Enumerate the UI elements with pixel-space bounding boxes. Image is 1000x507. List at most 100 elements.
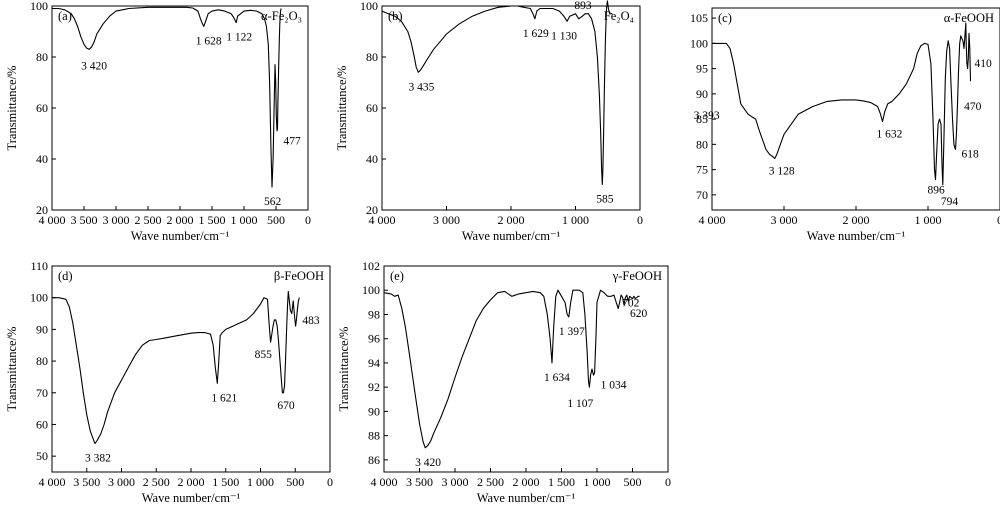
- y-tick-label: 75: [696, 163, 708, 177]
- panel-1: 4 000 3 500 3 000 2 500 2 000 1 500 1 000 500 0 2…: [5, 0, 311, 243]
- peak-label: 585: [596, 194, 614, 206]
- y-tick-label: 80: [696, 137, 708, 151]
- peak-label: 893: [574, 0, 592, 12]
- x-axis-label: Wave number/cm⁻¹: [462, 229, 561, 243]
- x-tick-label: 2 500: [143, 475, 170, 489]
- x-tick-label: 2 000: [513, 475, 540, 489]
- peak-label: 3 420: [415, 457, 441, 469]
- sample-title: α-FeOOH: [944, 11, 994, 25]
- y-tick-label: 98: [368, 307, 380, 321]
- x-tick-label: 2 500: [477, 475, 504, 489]
- x-tick-label: 1 000: [231, 213, 258, 227]
- y-tick-label: 92: [368, 380, 380, 394]
- x-tick-label: 3 000: [771, 213, 798, 227]
- y-tick-label: 88: [368, 429, 380, 443]
- x-tick-label: 2 000: [178, 475, 205, 489]
- y-tick-label: 90: [696, 87, 708, 101]
- peak-label: 618: [962, 148, 980, 160]
- x-tick-label: 4 000: [369, 213, 396, 227]
- x-tick-label: 2 000: [167, 213, 194, 227]
- panel-label: (a): [58, 9, 72, 23]
- spectrum-line: [381, 0, 613, 186]
- x-axis-label: Wave number/cm⁻¹: [807, 229, 906, 243]
- peak-label: 670: [277, 400, 295, 412]
- y-tick-label: 102: [362, 259, 380, 273]
- y-tick-label: 40: [36, 152, 48, 166]
- x-tick-label: 1 500: [199, 213, 226, 227]
- peak-label: 855: [255, 349, 273, 361]
- x-tick-label: 4 000: [39, 213, 66, 227]
- y-tick-label: 70: [696, 188, 708, 202]
- x-tick-label: 0: [637, 213, 643, 227]
- y-tick-label: 20: [36, 203, 48, 217]
- y-tick-label: 20: [366, 203, 378, 217]
- y-tick-label: 50: [36, 449, 48, 463]
- y-axis-label: Transmittance/%: [5, 327, 19, 412]
- peak-label: 3 393: [694, 110, 720, 122]
- panel-label: (e): [390, 269, 404, 283]
- y-tick-label: 85: [696, 112, 708, 126]
- x-tick-label: 2 000: [843, 213, 870, 227]
- x-tick-label: 1 000: [247, 475, 274, 489]
- y-tick-label: 100: [690, 36, 708, 50]
- y-tick-label: 100: [362, 283, 380, 297]
- y-tick-label: 96: [368, 332, 380, 346]
- y-axis-label: Transmittance/%: [335, 66, 349, 151]
- panel-5: 4 000 3 500 3 000 2 500 2 000 1 500 1 000 500 0 8…: [337, 259, 671, 505]
- x-tick-label: 3 000: [108, 475, 135, 489]
- peak-label: 1 628: [196, 35, 222, 47]
- y-tick-label: 60: [36, 101, 48, 115]
- peak-label: 794: [941, 196, 959, 208]
- y-tick-label: 100: [360, 0, 378, 13]
- x-tick-label: 0: [327, 475, 333, 489]
- peak-label: 1 629: [523, 28, 549, 40]
- peak-label: 477: [283, 135, 301, 147]
- x-tick-label: 0: [305, 213, 311, 227]
- panel-label: (c): [718, 11, 732, 25]
- peak-label: 1 632: [876, 129, 902, 141]
- y-tick-label: 40: [366, 152, 378, 166]
- x-tick-label: 2 000: [498, 213, 525, 227]
- x-tick-label: 4 000: [39, 475, 66, 489]
- spectrum-line: [52, 290, 300, 445]
- y-tick-label: 100: [30, 0, 48, 13]
- y-tick-label: 70: [36, 386, 48, 400]
- spectrum-line: [712, 22, 972, 186]
- panel-4: 4 000 3 500 3 000 2 500 2 000 1 500 1 000 500 0 5…: [5, 259, 333, 505]
- peak-label: 3 128: [769, 165, 795, 177]
- peak-label: 1 397: [559, 326, 585, 338]
- y-tick-label: 80: [36, 50, 48, 64]
- peak-label: 1 634: [544, 372, 570, 384]
- spectrum-line: [52, 6, 282, 188]
- peak-label: 3 420: [81, 60, 107, 72]
- peak-label: 3 435: [408, 81, 434, 93]
- peak-label: 896: [927, 185, 945, 197]
- x-tick-label: 500: [286, 475, 304, 489]
- plot-frame: [381, 5, 641, 211]
- y-tick-label: 95: [696, 62, 708, 76]
- y-tick-label: 90: [36, 322, 48, 336]
- x-tick-label: 3 000: [433, 213, 460, 227]
- peak-label: 1 034: [601, 380, 627, 392]
- y-tick-label: 80: [366, 50, 378, 64]
- x-tick-label: 1 500: [212, 475, 239, 489]
- x-tick-label: 0: [665, 475, 671, 489]
- sample-title: Fe₂O₄: [604, 9, 634, 23]
- peak-label: 562: [264, 196, 282, 208]
- x-axis-label: Wave number/cm⁻¹: [131, 229, 230, 243]
- y-tick-label: 60: [36, 417, 48, 431]
- y-tick-label: 86: [368, 453, 380, 467]
- x-axis-label: Wave number/cm⁻¹: [477, 491, 576, 505]
- x-tick-label: 3 500: [406, 475, 433, 489]
- peak-label: 1 621: [211, 392, 237, 404]
- y-axis-label: Transmittance/%: [5, 66, 19, 151]
- x-tick-label: 4 000: [371, 475, 398, 489]
- sample-title: γ-FeOOH: [612, 269, 662, 283]
- y-tick-label: 100: [30, 291, 48, 305]
- y-tick-label: 90: [368, 404, 380, 418]
- x-tick-label: 1 000: [562, 213, 589, 227]
- x-tick-label: 2 500: [135, 213, 162, 227]
- peak-label: 1 130: [551, 30, 577, 42]
- peak-label: 470: [964, 101, 982, 113]
- sample-title: β-FeOOH: [274, 269, 324, 283]
